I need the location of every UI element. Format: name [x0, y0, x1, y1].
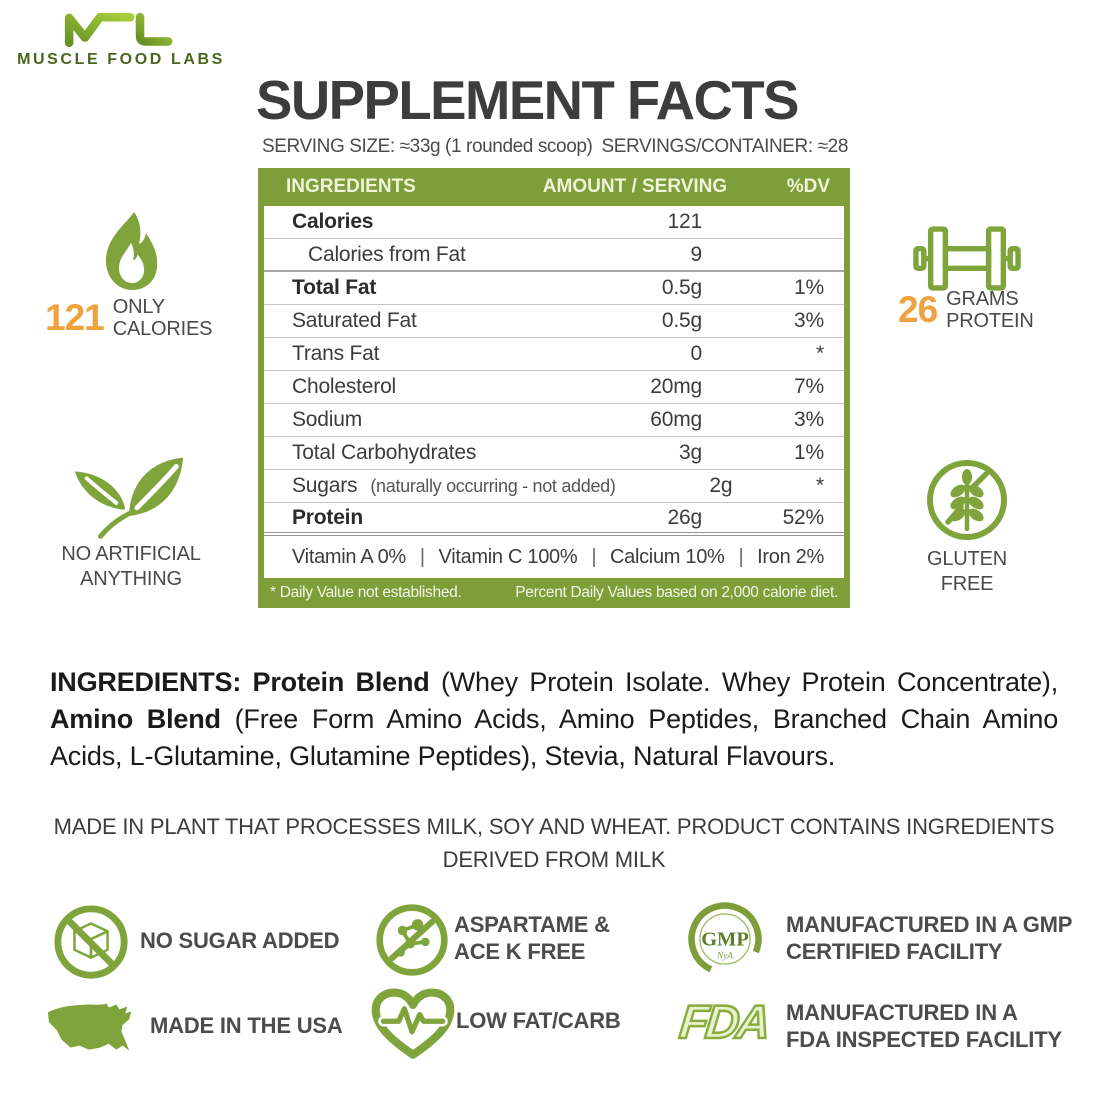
ingredients-seg1: (Whey Protein Isolate. Whey Protein Conc…	[429, 667, 1058, 697]
footnote-right: Percent Daily Values based on 2,000 calo…	[515, 584, 838, 601]
aspartame-free-label: ASPARTAME & ACE K FREE	[454, 912, 610, 964]
facts-table: INGREDIENTS AMOUNT / SERVING %DV Calorie…	[258, 168, 850, 608]
footnote-left: * Daily Value not established.	[270, 584, 462, 601]
low-fat-carb-label: LOW FAT/CARB	[456, 1008, 621, 1033]
row-amount: 26g	[667, 505, 703, 529]
iron: Iron 2%	[757, 545, 824, 568]
row-name: Sugars (naturally occurring - not added)	[292, 474, 616, 498]
row-name: Sodium	[292, 408, 363, 431]
serving-size: SERVING SIZE: ≈33g (1 rounded scoop)	[262, 136, 593, 157]
nutrition-row-saturated-fat: Saturated Fat 0.5g 3%	[264, 305, 844, 338]
row-name: Saturated Fat	[292, 309, 417, 332]
dumbbell-icon	[913, 226, 1021, 291]
gmp-logo: GMP NyA	[688, 902, 762, 976]
nutrition-row-sodium: Sodium 60mg 3%	[264, 404, 844, 437]
servings-per-container: SERVINGS/CONTAINER: ≈28	[601, 136, 848, 157]
nutrition-row-total-fat: Total Fat 0.5g 1%	[264, 272, 844, 305]
gluten-free-label: GLUTEN FREE	[927, 548, 1007, 595]
vitamin-c: Vitamin C 100%	[439, 546, 597, 569]
leaves-icon	[74, 457, 184, 539]
gmp-logo-subtext: NyA	[716, 952, 733, 962]
heart-pulse-icon	[371, 988, 455, 1059]
row-name: Total Carbohydrates	[292, 441, 477, 464]
nutrition-row-calories-from-fat: Calories from Fat 9	[264, 239, 844, 272]
page-title: SUPPLEMENT FACTS	[256, 69, 799, 131]
nutrition-row-protein: Protein 26g 52%	[264, 503, 844, 536]
gmp-label: MANUFACTURED IN A GMP CERTIFIED FACILITY	[786, 912, 1073, 964]
table-header: INGREDIENTS AMOUNT / SERVING %DV	[258, 168, 850, 206]
gmp-logo-text: GMP	[701, 929, 749, 951]
fda-logo: FDA	[676, 994, 772, 1050]
facts-footnote: * Daily Value not established. Percent D…	[258, 578, 850, 608]
aspartame-free-icon	[376, 904, 448, 976]
nutrition-row-total-carbohydrates: Total Carbohydrates 3g 1%	[264, 437, 844, 470]
calories-label: ONLY CALORIES	[112, 296, 213, 341]
vitamin-a: Vitamin A 0%	[292, 546, 425, 569]
row-name-text: Sugars	[292, 474, 358, 497]
nutrition-row-cholesterol: Cholesterol 20mg 7%	[264, 371, 844, 404]
nutrition-row-sugars: Sugars (naturally occurring - not added) …	[264, 470, 844, 503]
table-body: Calories 121 Calories from Fat 9 Total F…	[258, 206, 850, 578]
row-amount: 2g	[709, 474, 733, 497]
row-name: Total Fat	[292, 276, 377, 299]
row-note: (naturally occurring - not added)	[370, 476, 616, 496]
nutrition-row-calories: Calories 121	[264, 206, 844, 239]
col-amount-serving: AMOUNT / SERVING	[542, 176, 728, 197]
serving-info: SERVING SIZE: ≈33g (1 rounded scoop) SER…	[262, 136, 848, 158]
col-ingredients: INGREDIENTS	[286, 176, 416, 197]
nutrition-row-trans-fat: Trans Fat 0 *	[264, 338, 844, 371]
calcium: Calcium 10%	[610, 546, 743, 569]
row-amount: 20mg	[650, 375, 702, 398]
row-name: Calories	[292, 210, 374, 233]
usa-map-icon	[47, 1003, 132, 1051]
ingredients-lead: INGREDIENTS:	[50, 667, 253, 697]
flame-icon	[105, 212, 158, 290]
protein-value: 26	[898, 289, 938, 331]
row-dv: 52%	[782, 505, 825, 529]
vitamins-row: Vitamin A 0% Vitamin C 100% Calcium 10% …	[264, 536, 844, 578]
row-amount: 0.5g	[661, 276, 702, 299]
made-in-usa-label: MADE IN THE USA	[150, 1013, 343, 1038]
calories-highlight: 121 ONLY CALORIES	[45, 296, 212, 341]
row-dv: 7%	[794, 375, 824, 398]
row-name: Calories from Fat	[308, 242, 466, 266]
row-amount: 0.5g	[661, 309, 702, 332]
allergen-statement: MADE IN PLANT THAT PROCESSES MILK, SOY A…	[53, 814, 1055, 872]
row-dv: 1%	[794, 276, 824, 299]
row-dv: 1%	[794, 441, 824, 464]
protein-highlight: 26 GRAMS PROTEIN	[898, 288, 1034, 333]
ingredients-paragraph: INGREDIENTS: Protein Blend (Whey Protein…	[50, 664, 1058, 775]
no-artificial-label: NO ARTIFICIAL ANYTHING	[61, 543, 201, 590]
brand-wordmark: MUSCLE FOOD LABS	[17, 51, 225, 68]
row-amount: 121	[667, 210, 703, 233]
fda-logo-text: FDA	[676, 994, 772, 1050]
row-dv: 3%	[794, 408, 824, 431]
row-name: Cholesterol	[292, 375, 397, 398]
brand-logo: MUSCLE FOOD LABS	[14, 8, 228, 69]
ingredients-amino-blend: Amino Blend	[50, 703, 221, 734]
row-dv: *	[816, 342, 824, 365]
fda-label: MANUFACTURED IN A FDA INSPECTED FACILITY	[786, 1000, 1062, 1052]
row-name: Protein	[292, 505, 363, 529]
protein-label: GRAMS PROTEIN	[946, 288, 1034, 333]
row-amount: 3g	[679, 441, 702, 464]
ingredients-seg2: (Free Form Amino Acids, Amino Peptides, …	[50, 703, 1059, 771]
mfl-logo-icon	[64, 12, 173, 48]
ingredients-protein-blend: Protein Blend	[252, 667, 430, 697]
no-sugar-icon	[54, 905, 128, 979]
row-amount: 0	[690, 342, 703, 365]
no-sugar-label: NO SUGAR ADDED	[140, 928, 340, 953]
row-dv: *	[816, 474, 824, 497]
row-amount: 60mg	[650, 408, 702, 431]
gluten-free-icon	[927, 460, 1007, 540]
col-dv: %DV	[786, 176, 830, 197]
row-dv: 3%	[794, 309, 824, 332]
row-amount: 9	[690, 242, 703, 266]
row-name: Trans Fat	[292, 342, 380, 365]
calories-value: 121	[45, 297, 105, 339]
